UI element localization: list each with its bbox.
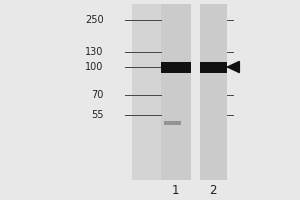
- Bar: [164, 121, 181, 125]
- Text: 2: 2: [209, 184, 217, 196]
- Text: 70: 70: [91, 90, 104, 100]
- Bar: [160, 62, 190, 72]
- Bar: [200, 62, 226, 72]
- Text: 130: 130: [85, 47, 103, 57]
- Bar: [160, 4, 190, 180]
- Text: 55: 55: [91, 110, 103, 120]
- Text: 100: 100: [85, 62, 103, 72]
- Bar: [200, 4, 226, 180]
- Text: 1: 1: [172, 184, 179, 196]
- Bar: [132, 4, 160, 180]
- Polygon shape: [227, 61, 239, 73]
- Text: 250: 250: [85, 15, 104, 25]
